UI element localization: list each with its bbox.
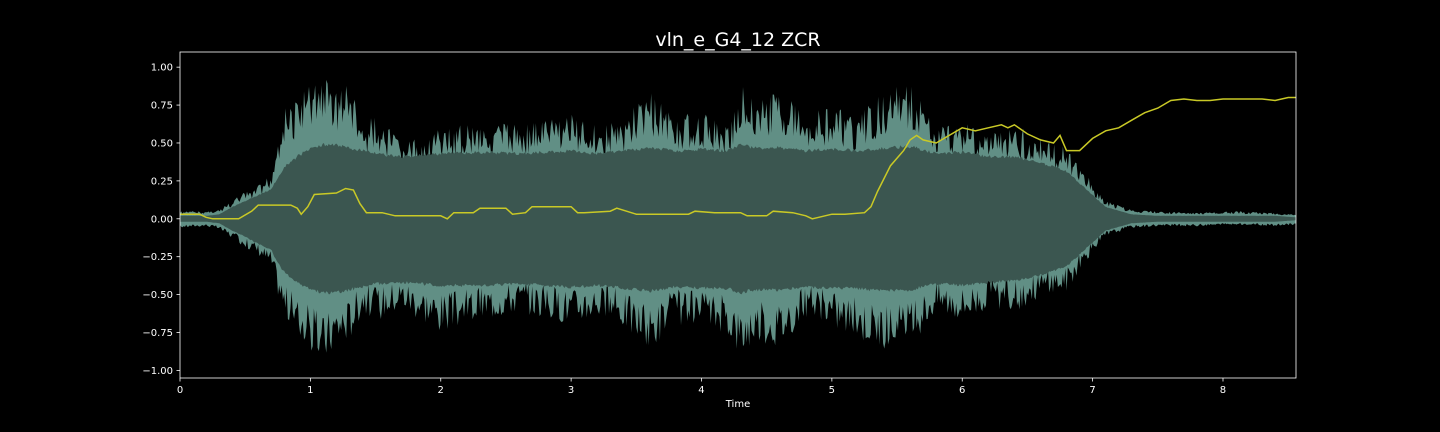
waveform-body (180, 143, 1296, 295)
y-tick-label: 0.25 (151, 176, 173, 187)
x-tick-label: 1 (307, 385, 313, 396)
x-tick-label: 7 (1089, 385, 1095, 396)
chart-title: vln_e_G4_12 ZCR (655, 29, 820, 51)
zcr-line (180, 96, 1296, 220)
y-tick-label: 0.50 (151, 138, 173, 149)
x-axis-label: Time (725, 399, 750, 410)
axes-frame (179, 51, 1297, 379)
y-tick-label: 1.00 (151, 63, 173, 74)
y-tick-label: −0.75 (142, 328, 173, 339)
x-tick-label: 3 (568, 385, 574, 396)
y-tick-label: −1.00 (142, 366, 173, 377)
x-tick-label: 0 (177, 385, 183, 396)
y-tick-label: −0.50 (142, 290, 173, 301)
y-axis: −1.00 −0.75 −0.50 −0.25 0.00 0.25 0.50 0.75 1.00 (142, 63, 180, 377)
x-tick-label: 8 (1220, 385, 1226, 396)
x-tick-label: 4 (698, 385, 704, 396)
x-tick-label: 5 (829, 385, 835, 396)
x-tick-label: 2 (438, 385, 444, 396)
x-tick-label: 6 (959, 385, 965, 396)
y-tick-label: −0.25 (142, 252, 173, 263)
plot-area (180, 79, 1296, 353)
y-tick-label: 0.75 (151, 101, 173, 112)
y-tick-label: 0.00 (151, 214, 173, 225)
x-axis: 0 1 2 3 4 5 6 7 8 (177, 378, 1226, 396)
